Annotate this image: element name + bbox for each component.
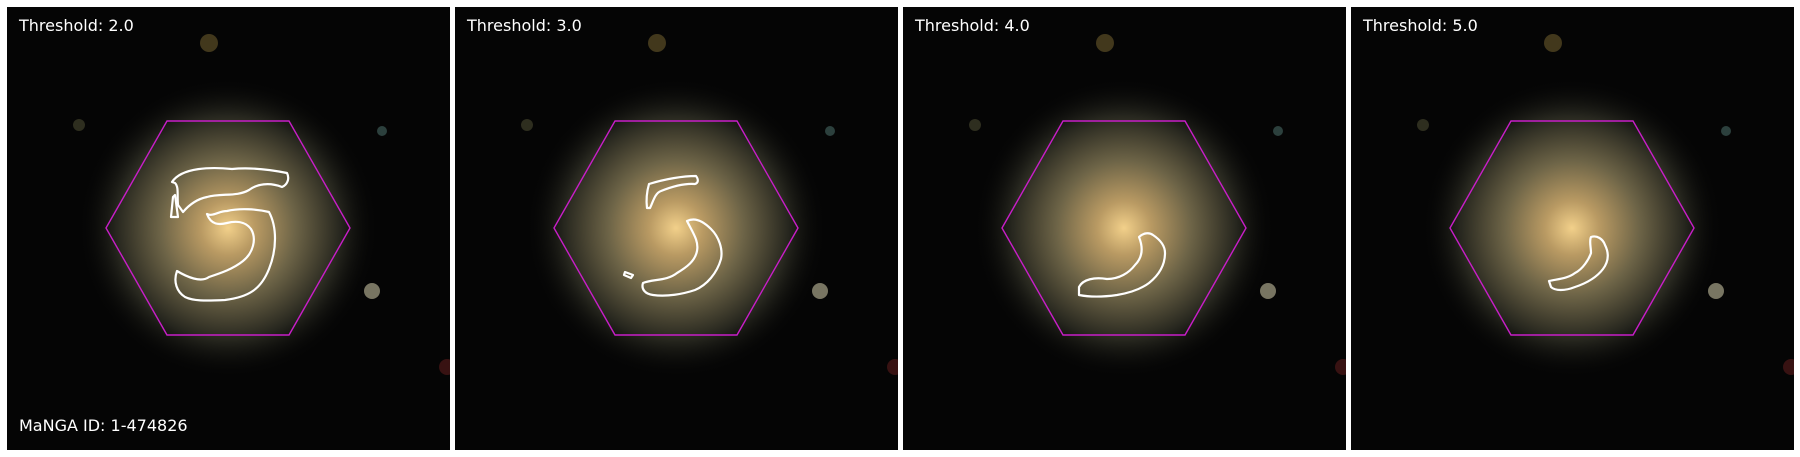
contour [1547,235,1609,292]
galaxy-image [7,7,450,450]
panel-threshold-4: Threshold: 4.0 [903,7,1346,450]
ifu-hexagon [105,120,351,336]
ifu-hexagon [553,120,799,336]
panel-threshold-2: Threshold: 2.0 MaNGA ID: 1-474826 [7,7,450,450]
panel-threshold-3: Threshold: 3.0 [455,7,898,450]
threshold-label: Threshold: 4.0 [915,16,1030,35]
threshold-label: Threshold: 5.0 [1363,16,1478,35]
panel-threshold-5: Threshold: 5.0 [1351,7,1794,450]
ifu-hexagon [1449,120,1695,336]
threshold-label: Threshold: 3.0 [467,16,582,35]
threshold-label: Threshold: 2.0 [19,16,134,35]
ifu-hexagon [1001,120,1247,336]
contour [622,174,723,297]
contour [1077,232,1167,298]
galaxy-image [455,7,898,450]
manga-id-label: MaNGA ID: 1-474826 [19,416,188,435]
galaxy-image [1351,7,1794,450]
galaxy-image [903,7,1346,450]
contour [169,167,290,302]
